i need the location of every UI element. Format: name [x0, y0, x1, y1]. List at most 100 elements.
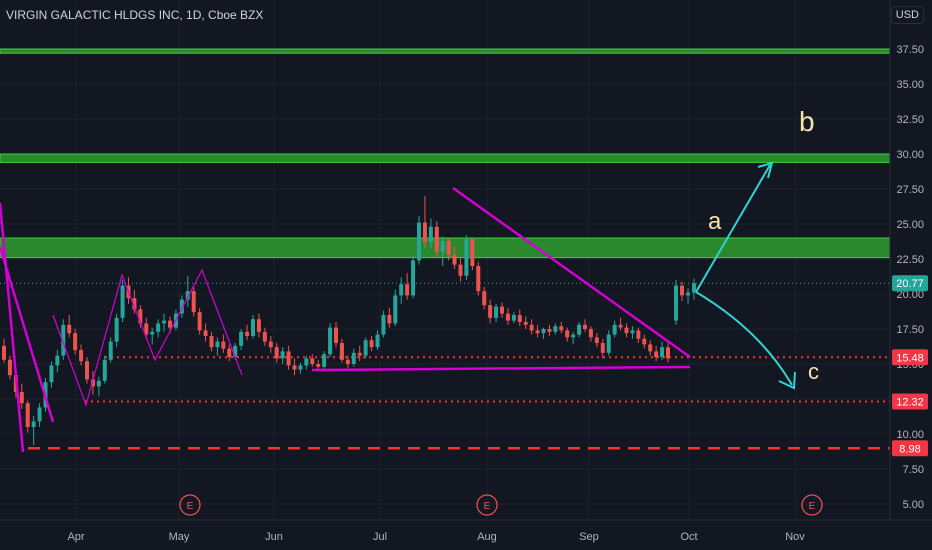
price-label-bg [892, 440, 928, 457]
candle-body [606, 334, 611, 353]
candle-body [37, 407, 42, 422]
candle-body [692, 283, 696, 293]
candle-body [334, 327, 338, 343]
candle-body [322, 354, 327, 367]
y-tick-label: 5.00 [903, 499, 924, 511]
candle-body [511, 315, 516, 321]
candle-body [452, 254, 457, 265]
candle-body [304, 358, 309, 366]
candle-body [624, 327, 629, 334]
candle-body [482, 291, 487, 306]
triangle-upper [452, 186, 691, 359]
earnings-marker-label: E [809, 501, 816, 512]
candle-body [144, 323, 149, 335]
candle-body [505, 313, 510, 321]
candle-body [630, 330, 635, 334]
candle-body [168, 320, 172, 328]
candle-body [310, 358, 315, 364]
candle-body [19, 392, 24, 404]
candle-body [233, 345, 238, 357]
price-label-text: 12.32 [896, 397, 924, 409]
price-level-lines [0, 282, 890, 450]
candle-body [292, 365, 297, 370]
annotation-a: a [708, 208, 722, 235]
price-label-bg [892, 349, 928, 366]
candle-body [191, 291, 196, 313]
x-tick-label: Apr [67, 531, 84, 543]
candle-body [363, 340, 368, 356]
candle-body [674, 285, 678, 321]
zigzag-waves [52, 268, 243, 407]
price-label-bg [892, 393, 928, 410]
y-tick-label: 32.50 [896, 114, 924, 126]
x-tick-label: Nov [785, 531, 805, 543]
candle-body [298, 365, 303, 370]
earnings-marker-label: E [187, 501, 194, 512]
candle-body [156, 323, 161, 332]
candle-body [547, 329, 552, 332]
currency-button[interactable]: USD [890, 6, 924, 24]
price-label-bg [892, 275, 928, 292]
candle-body [120, 285, 125, 318]
candle-body [61, 324, 66, 356]
y-tick-label: 37.50 [896, 44, 924, 56]
candle-body [280, 351, 285, 359]
candle-body [494, 306, 499, 318]
y-tick-label: 30.00 [896, 149, 924, 161]
candle-body [209, 336, 214, 348]
price-label-text: 8.98 [899, 443, 920, 455]
candle-body [660, 347, 665, 357]
candle-body [523, 322, 528, 325]
candle-body [49, 365, 54, 383]
candle-body [583, 324, 587, 329]
candlestick-series [2, 196, 696, 446]
candle-body [559, 326, 564, 331]
candle-body [114, 317, 119, 342]
candle-body [594, 337, 599, 343]
zone-band [0, 237, 891, 259]
candle-body [339, 343, 344, 360]
x-tick-label: Aug [477, 531, 497, 543]
pattern-drawings [0, 161, 796, 453]
y-tick-label: 22.50 [896, 254, 924, 266]
candle-body [446, 240, 451, 255]
candle-body [357, 352, 362, 356]
candle-body [535, 330, 540, 334]
candle-body [686, 292, 690, 296]
candle-body [666, 347, 670, 359]
time-axis[interactable]: Apr May Jun Jul Aug Sep Oct Nov [67, 531, 805, 543]
candle-body [239, 331, 244, 346]
y-tick-label: 17.50 [896, 324, 924, 336]
price-label-text: 20.77 [896, 278, 924, 290]
candle-body [680, 285, 684, 296]
chart-title: VIRGIN GALACTIC HLDGS INC, 1D, Cboe BZX [6, 8, 264, 22]
candle-body [197, 312, 202, 331]
candle-body [476, 266, 481, 292]
candle-body [381, 315, 386, 335]
candle-body [96, 380, 101, 387]
candle-body [517, 315, 522, 322]
candle-body [440, 240, 445, 252]
candle-body [268, 341, 273, 348]
candle-body [262, 331, 267, 342]
candle-body [422, 222, 427, 243]
candle-body [2, 345, 6, 360]
zigzag-left [0, 202, 25, 453]
candle-body [612, 324, 617, 335]
candle-body [577, 324, 582, 335]
candle-body [286, 351, 291, 366]
earnings-marker-circle [179, 494, 201, 516]
candle-body [85, 361, 89, 380]
candle-body [316, 364, 321, 367]
candle-body [387, 315, 392, 324]
x-tick-label: Oct [680, 531, 697, 543]
earnings-marker-circle [801, 494, 823, 516]
candle-body [369, 340, 374, 348]
zigzag-left-2 [0, 246, 55, 423]
candle-body [179, 299, 184, 314]
y-tick-label: 7.50 [903, 464, 924, 476]
candle-body [375, 334, 380, 348]
projection-down-arrowhead [778, 371, 796, 390]
price-axis-labels: 20.77 15.48 12.32 8.98 [892, 275, 928, 457]
